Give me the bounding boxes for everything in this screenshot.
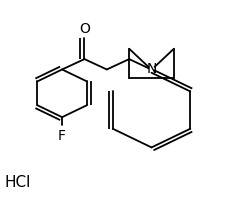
Text: O: O xyxy=(79,22,90,36)
Text: HCl: HCl xyxy=(5,175,31,190)
Text: N: N xyxy=(146,62,157,76)
Text: F: F xyxy=(58,129,66,143)
